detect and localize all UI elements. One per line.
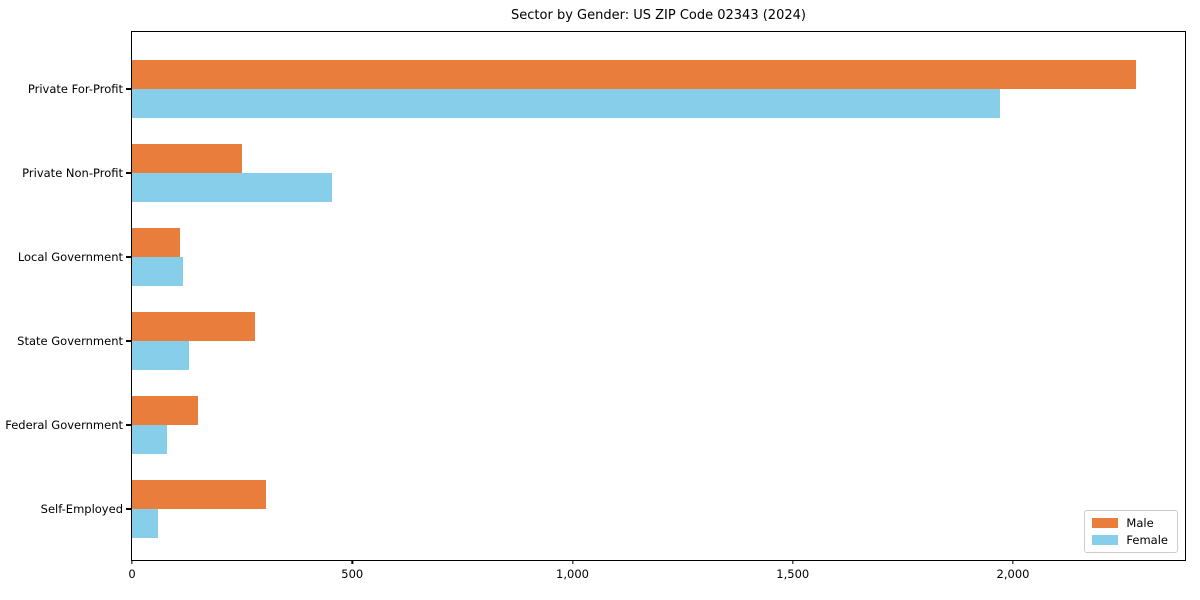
x-tick-label: 0 xyxy=(128,567,136,581)
bar-male-federal-government xyxy=(132,396,198,425)
y-category-label-self-employed: Self-Employed xyxy=(40,502,123,516)
x-tick xyxy=(1012,560,1014,564)
plot-area: Private For-Profit Private Non-Profit Loca… xyxy=(5,31,1186,581)
legend-entry-male: Male xyxy=(1092,517,1168,529)
y-category-label-private-non-profit: Private Non-Profit xyxy=(22,166,123,180)
bar-female-private-for-profit xyxy=(132,89,1000,118)
bar-male-local-government xyxy=(132,228,180,257)
y-tick xyxy=(126,256,131,258)
legend-swatch-male xyxy=(1092,518,1119,528)
bar-male-self-employed xyxy=(132,480,266,509)
x-tick xyxy=(131,560,133,564)
y-tick xyxy=(126,508,131,510)
x-tick-label: 500 xyxy=(341,567,364,581)
legend-label-female: Female xyxy=(1126,533,1168,547)
bar-female-local-government xyxy=(132,257,183,286)
bar-female-state-government xyxy=(132,341,189,370)
bar-female-federal-government xyxy=(132,425,167,454)
y-category-label-local-government: Local Government xyxy=(17,250,123,264)
x-tick xyxy=(571,560,574,564)
x-tick xyxy=(351,560,353,564)
bar-female-self-employed xyxy=(132,509,158,538)
y-tick xyxy=(126,88,131,90)
y-tick xyxy=(126,424,131,426)
y-category-label-private-for-profit: Private For-Profit xyxy=(27,82,123,96)
legend-entry-female: Female xyxy=(1092,534,1168,546)
bar-female-private-non-profit xyxy=(132,173,332,202)
y-tick xyxy=(126,172,131,174)
legend: Male Female xyxy=(1084,510,1178,553)
x-tick-label: 2,000 xyxy=(996,567,1030,581)
y-category-label-federal-government: Federal Government xyxy=(5,418,123,432)
legend-label-male: Male xyxy=(1126,516,1154,530)
bar-male-state-government xyxy=(132,312,255,341)
bar-male-private-for-profit xyxy=(132,60,1136,89)
chart-title: Sector by Gender: US ZIP Code 02343 (202… xyxy=(511,8,806,23)
bar-male-private-non-profit xyxy=(132,144,242,173)
y-tick xyxy=(126,340,131,342)
x-tick-label: 1,500 xyxy=(776,567,810,581)
legend-swatch-female xyxy=(1092,535,1119,545)
x-tick xyxy=(792,560,794,564)
x-tick-label: 1,000 xyxy=(556,567,589,581)
y-category-label-state-government: State Government xyxy=(17,334,123,348)
